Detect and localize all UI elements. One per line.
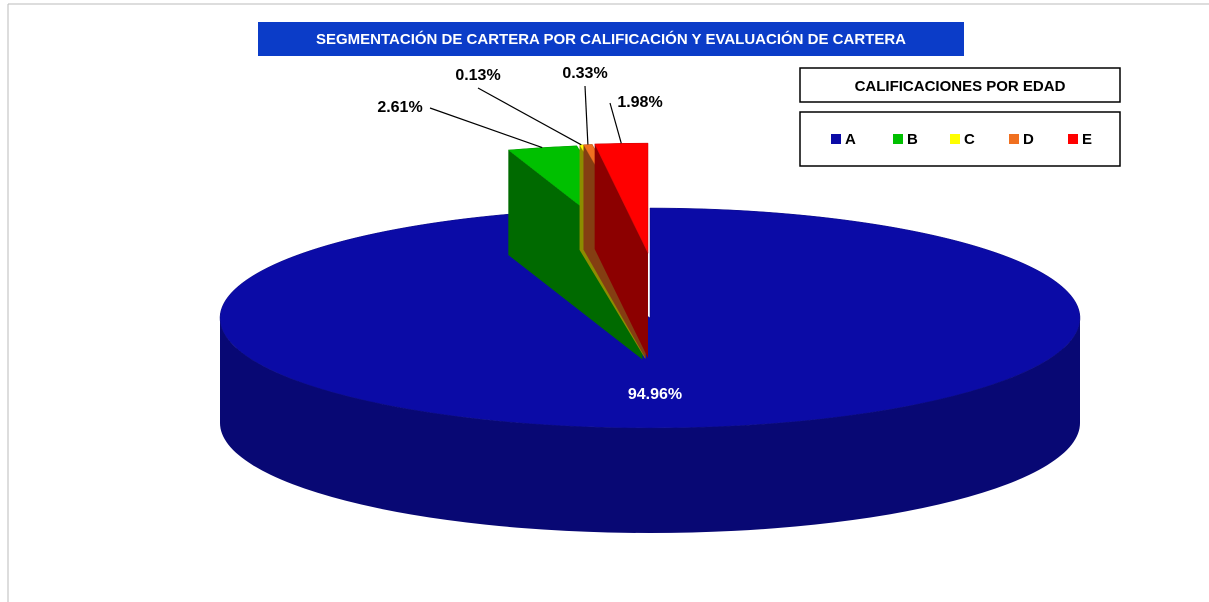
legend-swatch [1009, 134, 1019, 144]
title-box [258, 22, 964, 56]
legend-label: D [1023, 131, 1034, 148]
legend-swatch [1068, 134, 1078, 144]
data-label: 94.96% [628, 386, 682, 403]
data-label: 0.33% [562, 65, 607, 82]
data-label: 2.61% [377, 99, 422, 116]
slice-wall [594, 143, 648, 359]
legend-swatch [893, 134, 903, 144]
slice-side [220, 318, 1080, 533]
leader-line [609, 102, 622, 144]
legend-title: CALIFICACIONES POR EDAD [855, 78, 1066, 95]
chart-title: SEGMENTACIÓN DE CARTERA POR CALIFICACIÓN… [316, 30, 906, 48]
data-label: 0.13% [455, 67, 500, 84]
legend-label: E [1082, 131, 1092, 148]
legend-label: B [907, 131, 918, 148]
legend-label: A [845, 131, 856, 148]
legend-title-box [799, 67, 1121, 103]
slice-wall [508, 150, 643, 360]
data-label: 1.98% [617, 94, 662, 111]
leader-line [477, 87, 582, 146]
slice [219, 207, 1081, 429]
leader-line [429, 107, 543, 149]
legend-label: C [964, 131, 975, 148]
legend-swatch [950, 134, 960, 144]
leader-line [584, 85, 589, 145]
legend-swatch [831, 134, 841, 144]
